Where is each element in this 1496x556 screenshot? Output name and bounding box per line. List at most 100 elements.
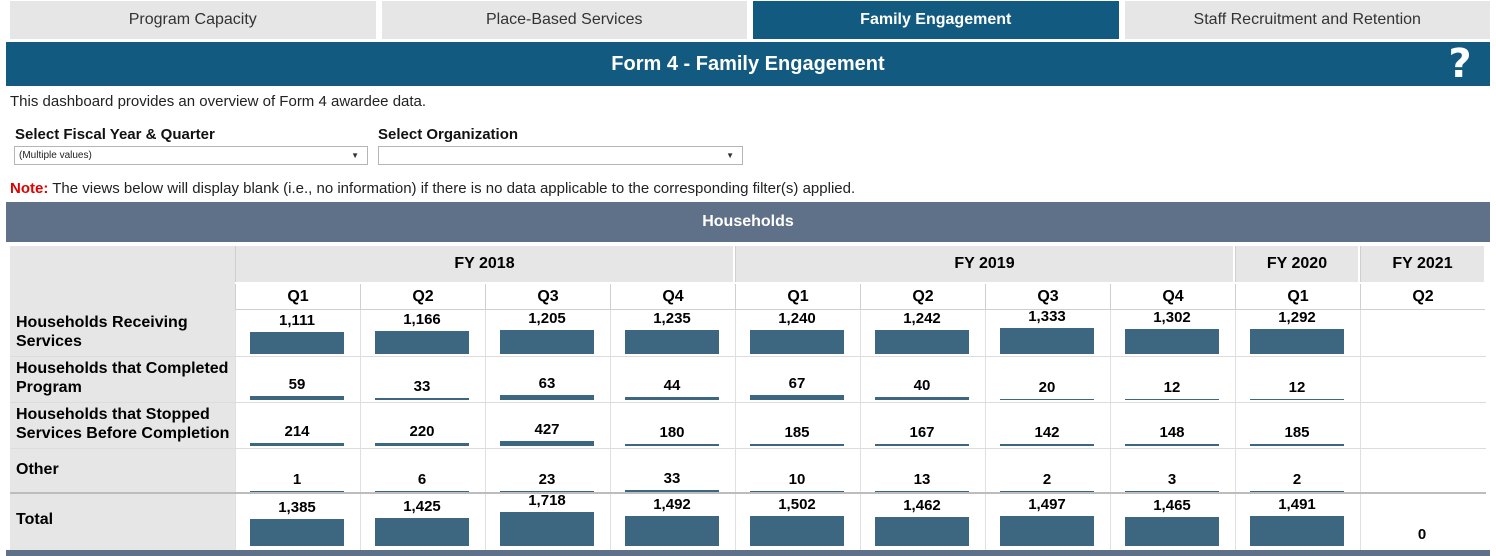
data-bar <box>500 395 594 400</box>
question-mark-icon[interactable]: ? <box>1448 41 1472 87</box>
fiscal-year-value: (Multiple values) <box>19 150 92 161</box>
data-value: 142 <box>1034 424 1060 441</box>
fiscal-year-header: FY 2019 <box>735 246 1233 282</box>
grid-line <box>235 310 236 550</box>
row-label: Households that Completed Program <box>16 360 229 396</box>
data-value: 44 <box>663 377 681 394</box>
tab-place-based-services[interactable]: Place-Based Services <box>381 1 747 39</box>
row-label-bg <box>10 310 235 356</box>
quarter-header: Q4 <box>610 284 735 310</box>
organization-label: Select Organization <box>378 126 519 143</box>
data-bar <box>250 443 344 446</box>
data-value: 3 <box>1167 471 1177 488</box>
data-bar <box>625 330 719 354</box>
section-title: Households <box>702 213 794 230</box>
page-header: Form 4 - Family Engagement ? <box>6 42 1490 86</box>
data-value: 1,425 <box>403 498 441 515</box>
data-bar <box>500 441 594 446</box>
data-bar <box>500 330 594 354</box>
note-text: Note: The views below will display blank… <box>10 180 855 197</box>
data-value: 59 <box>288 376 306 393</box>
data-bar <box>1125 491 1219 492</box>
data-value: 1,497 <box>1028 496 1066 513</box>
data-value: 1,492 <box>653 496 691 513</box>
dashboard-description: This dashboard provides an overview of F… <box>10 93 427 110</box>
page-title: Form 4 - Family Engagement <box>611 52 885 75</box>
data-value: 214 <box>284 423 310 440</box>
data-value: 1,302 <box>1153 309 1191 326</box>
tab-family-engagement[interactable]: Family Engagement <box>753 1 1119 39</box>
data-value: 67 <box>788 375 806 392</box>
data-value: 1,166 <box>403 311 441 328</box>
data-value: 1,333 <box>1028 308 1066 325</box>
data-value: 2 <box>1042 471 1052 488</box>
fiscal-year-header: FY 2020 <box>1235 246 1358 282</box>
data-bar <box>250 396 344 400</box>
row-label-bg <box>10 494 235 550</box>
data-value: 33 <box>663 470 681 487</box>
data-value: 0 <box>1417 526 1427 543</box>
data-bar <box>1000 399 1094 400</box>
households-section-header: Households <box>6 202 1490 242</box>
fiscal-year-select[interactable]: (Multiple values) ▼ <box>14 146 368 165</box>
data-bar <box>1000 328 1094 354</box>
data-bar <box>750 330 844 354</box>
tab-program-capacity[interactable]: Program Capacity <box>10 1 376 39</box>
data-value: 63 <box>538 375 556 392</box>
quarter-header: Q3 <box>985 284 1110 310</box>
households-table: FY 2018 Q1 Q2 Q3 Q4 FY 2019 Q1 Q2 Q3 Q4 FY 2020 Q1 F… <box>10 246 1486 550</box>
data-value: 220 <box>409 423 435 440</box>
note-body: The views below will display blank (i.e.… <box>48 180 856 197</box>
data-value: 1,235 <box>653 310 691 327</box>
grid-line <box>610 310 611 550</box>
data-bar <box>875 517 969 546</box>
data-bar <box>375 443 469 446</box>
data-value: 12 <box>1163 379 1181 396</box>
data-bar <box>1250 399 1344 400</box>
quarter-header: Q4 <box>1110 284 1235 310</box>
data-value: 1,491 <box>1278 496 1316 513</box>
data-value: 12 <box>1288 379 1306 396</box>
data-value: 13 <box>913 471 931 488</box>
grid-line <box>1360 310 1361 550</box>
data-value: 1,502 <box>778 496 816 513</box>
data-bar <box>375 331 469 354</box>
table-corner <box>10 246 235 310</box>
data-value: 1 <box>292 471 302 488</box>
dropdown-arrow-icon: ▼ <box>726 151 734 160</box>
row-label: Other <box>16 461 59 478</box>
data-bar <box>1125 517 1219 546</box>
data-bar <box>750 516 844 546</box>
data-value: 180 <box>659 424 685 441</box>
grid-line <box>10 356 1486 357</box>
data-bar <box>625 490 719 492</box>
fiscal-year-label: Select Fiscal Year & Quarter <box>15 126 215 143</box>
data-value: 1,462 <box>903 497 941 514</box>
fiscal-year-header: FY 2021 <box>1360 246 1484 282</box>
data-bar <box>625 444 719 446</box>
data-value: 1,465 <box>1153 497 1191 514</box>
quarter-header: Q2 <box>860 284 985 310</box>
row-label-bg <box>10 448 235 494</box>
data-value: 6 <box>417 471 427 488</box>
tab-staff-recruitment-retention[interactable]: Staff Recruitment and Retention <box>1124 1 1490 39</box>
organization-select[interactable]: ▼ <box>378 146 743 165</box>
data-bar <box>875 491 969 492</box>
quarter-header: Q3 <box>485 284 610 310</box>
data-bar <box>250 519 344 546</box>
data-value: 1,240 <box>778 310 816 327</box>
data-bar <box>1000 444 1094 446</box>
row-label: Total <box>16 511 54 528</box>
data-bar <box>250 332 344 354</box>
data-bar <box>375 518 469 546</box>
data-value: 1,292 <box>1278 309 1316 326</box>
quarter-header: Q1 <box>235 284 360 310</box>
data-bar <box>875 397 969 400</box>
data-bar <box>875 330 969 354</box>
grid-line <box>10 448 1486 449</box>
quarter-header: Q1 <box>1235 284 1360 310</box>
data-bar <box>500 491 594 492</box>
data-bar <box>750 491 844 492</box>
data-value: 427 <box>534 421 560 438</box>
row-label: Households Receiving Services <box>16 314 188 350</box>
